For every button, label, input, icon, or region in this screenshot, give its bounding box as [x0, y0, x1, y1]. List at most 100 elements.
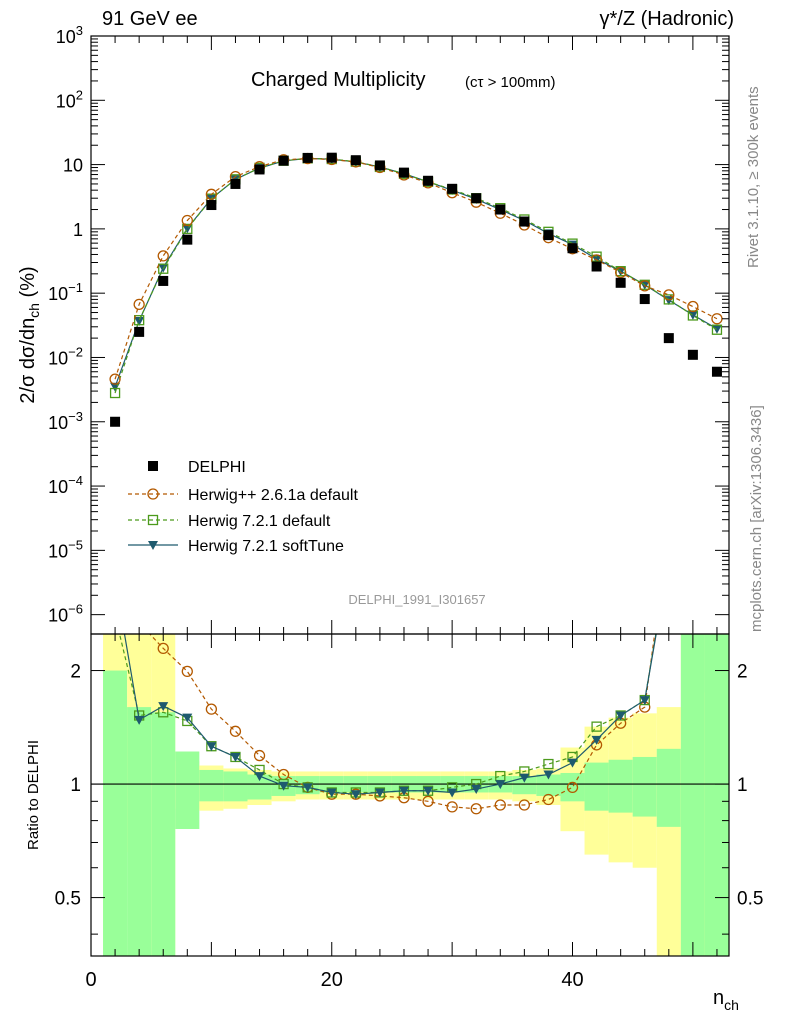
header-right-label: γ*/Z (Hadronic) [599, 8, 734, 30]
ratio-triangle-solid-point [615, 711, 626, 721]
ratio-y-axis-label: Ratio to DELPHI [25, 740, 42, 850]
ratio-circle-dashed-point [518, 799, 531, 811]
main-data-point [711, 366, 722, 377]
ratio-circle-dashed-point [157, 642, 169, 655]
green-band-bin [656, 748, 681, 827]
main-circle-dashed-point [181, 214, 193, 227]
main-data-point [302, 152, 313, 163]
ratio-square-dashed-point [543, 758, 554, 770]
green-band-bin [704, 634, 729, 956]
main-data-point [254, 164, 265, 175]
main-square-dashed-point [109, 387, 121, 399]
ratio-circle-dashed-point [566, 781, 579, 794]
ratio-circle-dashed-point [542, 793, 555, 806]
legend-marker [147, 488, 159, 500]
main-data-point [374, 160, 385, 171]
ratio-triangle-solid-point [664, 557, 674, 566]
main-data-point [206, 200, 217, 211]
ratio-y-tick-label-right: 0.5 [737, 889, 763, 910]
green-band-bin [175, 751, 200, 830]
legend-marker [148, 541, 158, 550]
main-circle-dashed-point [663, 289, 675, 301]
main-square-dashed-point [158, 263, 169, 274]
main-square-dashed-point [134, 315, 145, 326]
header-left-label: 91 GeV ee [102, 8, 198, 30]
y-tick-label: 10−1 [48, 280, 83, 304]
main-data-point [326, 152, 337, 163]
analysis-id: DELPHI_1991_I301657 [348, 592, 485, 607]
plot-axes: 0 20 40 10−6 10−5 10−4 10−3 10−2 10−1 1 10 102 103 0.… [48, 23, 763, 991]
main-data-point [134, 326, 145, 337]
main-square-dashed-point [711, 324, 723, 335]
ratio-uncertainty-bands [103, 634, 729, 956]
ratio-plot-series [110, 526, 674, 815]
ratio-y-tick-label: 2 [70, 662, 81, 683]
main-square-dashed-point [663, 294, 674, 305]
main-triangle-solid-point [687, 310, 698, 320]
ratio-y-tick-label-right: 2 [737, 662, 748, 683]
green-band-bin [151, 712, 176, 956]
green-band-bin [512, 776, 537, 795]
y-tick-label: 1 [73, 220, 83, 240]
ratio-triangle-solid-point [374, 788, 385, 798]
green-band-bin [103, 670, 128, 956]
ratio-triangle-solid-point [398, 786, 409, 796]
ratio-triangle-solid-point [519, 773, 530, 783]
main-y-axis-label: 2/σ dσ/dnch (%) [17, 266, 42, 403]
y-tick-label: 10−2 [48, 344, 83, 368]
ratio-circle-dashed-point [110, 529, 120, 539]
main-circle-dashed-point [109, 373, 121, 385]
ratio-circle-dashed-point [664, 526, 674, 536]
ratio-circle-dashed-point [422, 795, 434, 807]
main-square-dashed-line [114, 157, 718, 394]
main-data-point [543, 230, 554, 241]
ratio-y-tick-label-right: 1 [737, 775, 748, 796]
ratio-circle-dashed-point [229, 725, 242, 737]
main-data-point [398, 167, 409, 178]
ratio-triangle-solid-point [158, 702, 169, 712]
main-data-point [447, 183, 458, 194]
main-circle-dashed-point [687, 300, 699, 313]
legend: DELPHI Herwig++ 2.6.1a default Herwig 7.2.… [128, 459, 358, 555]
legend-label: Herwig 7.2.1 default [188, 513, 331, 530]
ratio-triangle-solid-point [278, 781, 289, 791]
main-data-point [639, 294, 650, 305]
x-tick-label: 40 [561, 969, 583, 991]
ratio-triangle-solid-point [206, 742, 217, 752]
main-data-point [350, 155, 361, 166]
ratio-frame [90, 633, 730, 957]
green-band-bin [199, 769, 224, 802]
main-data-point [278, 155, 289, 166]
ratio-circle-dashed-point [446, 801, 458, 813]
main-circle-dashed-point [711, 313, 723, 325]
x-tick-label: 20 [321, 969, 343, 991]
green-band-bin [223, 771, 248, 802]
legend-marker [148, 461, 158, 471]
main-data-point [471, 193, 482, 204]
main-data-point [495, 204, 506, 215]
ratio-triangle-solid-point [110, 575, 120, 584]
ratio-triangle-solid-point [591, 735, 602, 745]
main-data-point [182, 234, 193, 245]
legend-label: Herwig 7.2.1 softTune [188, 538, 344, 555]
ratio-triangle-solid-point [350, 790, 361, 800]
main-data-point [615, 277, 626, 288]
main-data-point [663, 333, 674, 344]
ratio-triangle-solid-point [447, 788, 458, 798]
ratio-circle-dashed-point [470, 803, 482, 815]
ratio-triangle-solid-point [254, 772, 265, 782]
main-square-dashed-point [182, 223, 193, 235]
ratio-triangle-solid-point [495, 780, 506, 790]
ratio-triangle-solid-point [134, 715, 145, 725]
main-plot-series [109, 152, 723, 427]
ratio-triangle-solid-point [639, 696, 650, 706]
chart-title: Charged Multiplicity [251, 69, 426, 91]
ratio-triangle-solid-point [543, 770, 554, 780]
ratio-triangle-solid-point [567, 758, 578, 768]
y-tick-label: 103 [56, 23, 83, 47]
main-frame [90, 35, 730, 635]
ratio-y-tick-label: 0.5 [55, 889, 81, 910]
main-data-point [230, 178, 241, 189]
main-circle-dashed-point [133, 298, 145, 311]
ratio-circle-dashed-line [148, 634, 656, 810]
